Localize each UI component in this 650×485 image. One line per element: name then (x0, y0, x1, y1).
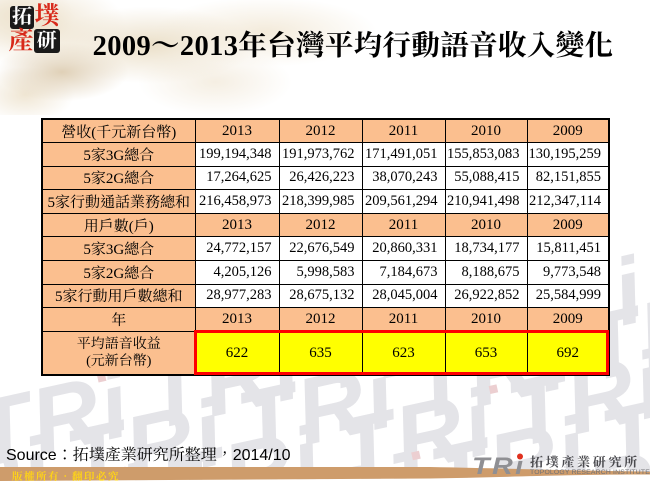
svg-text:拓墣產業研究所: 拓墣產業研究所 (530, 452, 640, 471)
svg-text:TRı: TRı (472, 452, 526, 479)
svg-text:TOPOLOGY RESEARCH INSTITUTE: TOPOLOGY RESEARCH INSTITUTE (530, 469, 650, 476)
